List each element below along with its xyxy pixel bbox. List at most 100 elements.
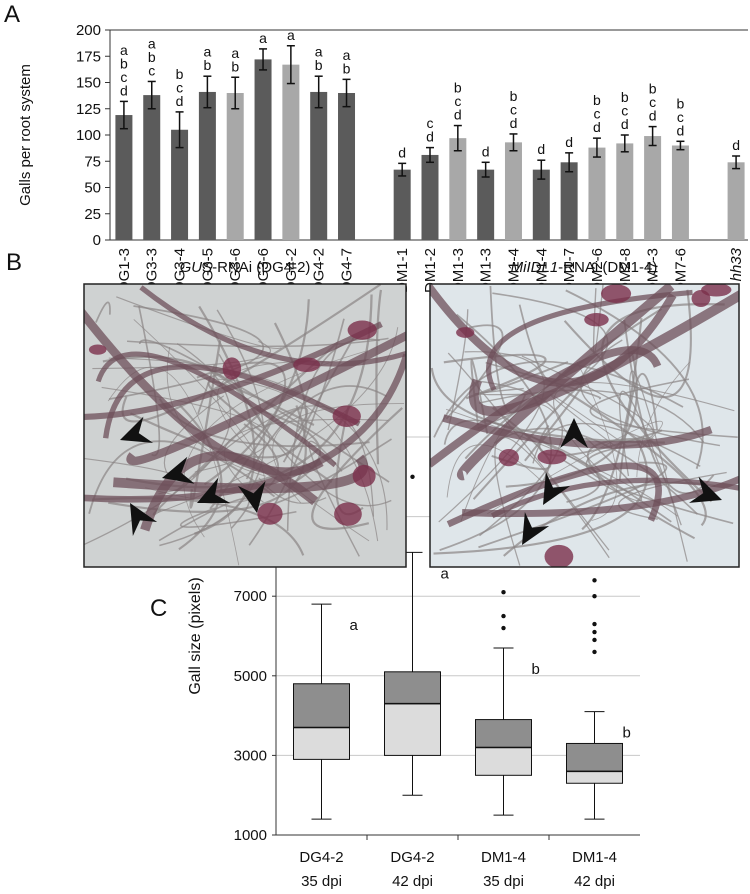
error-bar [147, 80, 156, 110]
significance-letter: b [510, 88, 518, 104]
outlier [501, 613, 506, 619]
root-hair [576, 362, 618, 521]
outlier [592, 578, 597, 583]
outlier [501, 590, 506, 595]
gall [544, 544, 574, 567]
x-tick-label: DM1-4 [505, 248, 522, 293]
error-bar [314, 75, 323, 109]
bar [504, 142, 522, 240]
significance-letter: a [203, 44, 211, 60]
y-tick-label: 1000 [234, 827, 267, 844]
image-title-text: -RNAi (DM1-4) [558, 259, 657, 276]
image-title-italic: MiIDL1 [511, 259, 559, 276]
outlier [410, 474, 415, 479]
significance-letter: c [454, 93, 461, 109]
root-hair [623, 319, 715, 495]
root-hair [245, 385, 387, 480]
significance-letter: c [677, 109, 684, 125]
bar [616, 143, 634, 240]
root-hair [563, 437, 643, 502]
x-tick-label: DM1-1 [394, 248, 411, 293]
arrowhead [162, 456, 195, 484]
y-tick-label: 25 [84, 206, 101, 223]
root-hair [443, 353, 547, 400]
x-tick-label: 35 dpi [301, 873, 342, 890]
significance-letter: b [315, 57, 323, 73]
significance-letter: d [482, 143, 490, 159]
micrograph-frame [429, 283, 740, 568]
root-hair [433, 438, 649, 555]
x-tick-label: DM1-2 [422, 248, 439, 293]
root-hair [464, 308, 663, 460]
significance-letter: b [120, 55, 128, 71]
arrowhead [560, 418, 588, 448]
x-tick-label: DM1-4 [572, 849, 617, 866]
x-tick-label: DM1-3 [478, 248, 495, 293]
box-upper [384, 671, 441, 705]
significance-letter: c [649, 94, 656, 110]
root-hair [565, 289, 704, 470]
x-tick-label: DG4-2 [311, 248, 328, 292]
root-hair [618, 390, 682, 526]
significance-letter: d [510, 115, 518, 131]
root [442, 414, 713, 449]
significance-letter: a [315, 44, 323, 60]
x-tick-label: DM2-6 [589, 248, 606, 293]
error-bar [620, 134, 629, 153]
root-hair [108, 305, 265, 400]
significance-letter: c [621, 103, 628, 119]
bar [143, 95, 161, 240]
root-hair [375, 289, 383, 465]
box-upper [475, 719, 532, 748]
x-tick-label: DG3-4 [172, 248, 189, 292]
significance-letter: b [623, 725, 631, 742]
significance-letter: b [593, 92, 601, 108]
image-title-italic: GUS [180, 259, 213, 276]
error-bar [398, 162, 407, 177]
box-lower [566, 770, 623, 784]
root-hair [88, 440, 276, 515]
x-tick-label: DM1-4 [481, 849, 526, 866]
gall [537, 449, 567, 465]
root-hair [447, 309, 469, 431]
root [490, 477, 739, 519]
root [102, 364, 361, 439]
x-tick-label: DG3-6 [255, 248, 272, 292]
gall [347, 320, 377, 340]
root-hair [107, 366, 240, 566]
significance-letter: d [593, 119, 601, 135]
root [126, 331, 406, 466]
bar [421, 154, 439, 240]
image-title-text: -RNAi (DG4-2) [212, 259, 310, 276]
arrowhead [197, 477, 231, 504]
root-hair [430, 367, 665, 444]
significance-letter: c [427, 115, 434, 131]
error-bar [426, 146, 434, 164]
y-tick-label: 7000 [234, 588, 267, 605]
x-tick-label: DG3-3 [144, 248, 161, 292]
gall [293, 357, 321, 373]
significance-letter: b [343, 60, 351, 76]
panel-label: A [4, 1, 20, 28]
significance-letter: d [537, 141, 545, 157]
gall [601, 284, 632, 304]
significance-letter: a [343, 47, 351, 63]
outlier [592, 629, 597, 635]
bar [198, 91, 216, 240]
significance-letter: c [176, 79, 183, 95]
arrowhead [689, 476, 722, 503]
root [84, 353, 406, 503]
box-upper [293, 683, 350, 729]
root-hair [95, 301, 111, 323]
bar [671, 145, 689, 240]
y-tick-label: 75 [84, 153, 101, 170]
gall [584, 312, 609, 327]
x-tick-label: DM1-7 [561, 248, 578, 293]
root [95, 351, 337, 468]
root-hair [108, 405, 307, 513]
significance-letter: a [231, 45, 239, 61]
significance-letter: d [677, 122, 685, 138]
error-bar [286, 45, 295, 85]
root-hair [116, 296, 282, 349]
